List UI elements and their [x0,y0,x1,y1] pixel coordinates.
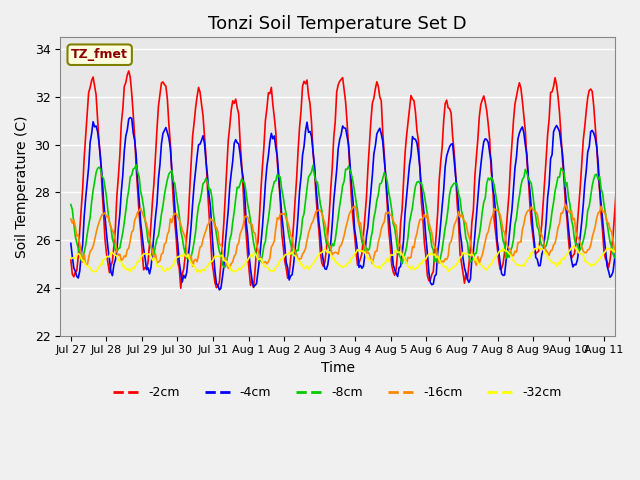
Text: TZ_fmet: TZ_fmet [71,48,128,61]
Title: Tonzi Soil Temperature Set D: Tonzi Soil Temperature Set D [208,15,467,33]
X-axis label: Time: Time [321,361,355,375]
Y-axis label: Soil Temperature (C): Soil Temperature (C) [15,115,29,258]
Legend: -2cm, -4cm, -8cm, -16cm, -32cm: -2cm, -4cm, -8cm, -16cm, -32cm [108,381,566,404]
